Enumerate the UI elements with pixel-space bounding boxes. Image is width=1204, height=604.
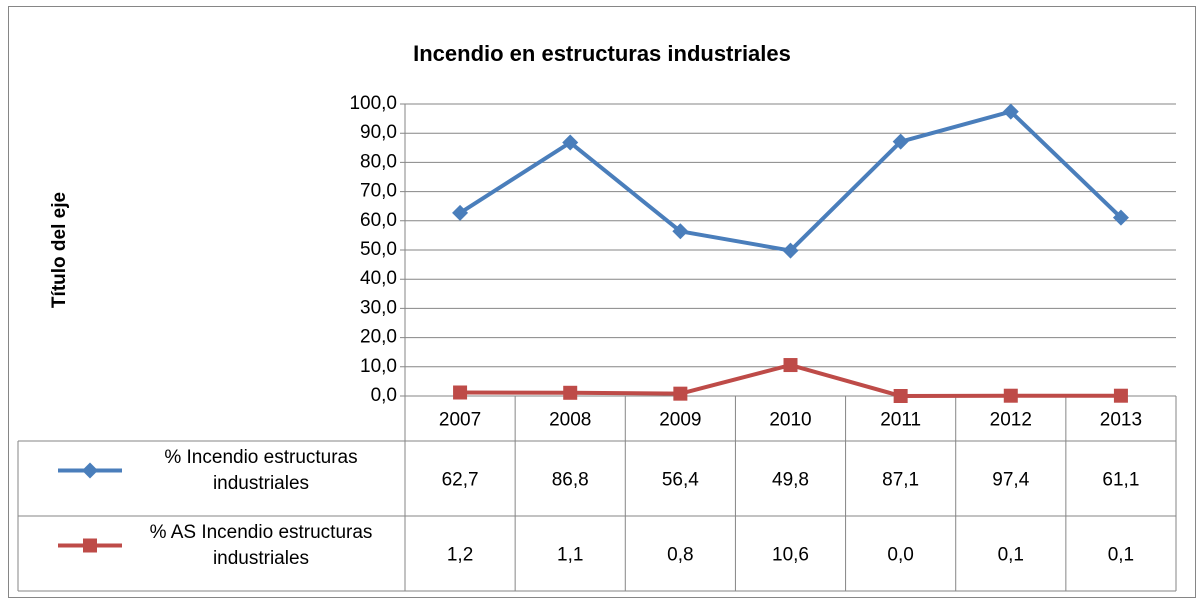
marker [672,223,689,240]
marker [452,204,469,221]
marker [1002,103,1019,120]
legend-label: % Incendio estructuras industriales [164,447,358,494]
marker [562,134,579,151]
chart-title: Incendio en estructuras industriales [413,41,791,66]
data-label: 1,1 [557,545,583,566]
marker [1113,388,1128,403]
x-tick-label: 2009 [659,410,701,431]
data-label: 87,1 [882,470,919,491]
data-label: 97,4 [992,470,1029,491]
marker [453,385,468,400]
data-label: 1,2 [447,545,473,566]
x-tick-label: 2011 [880,410,921,431]
data-label: 56,4 [662,470,699,491]
marker [893,389,908,403]
y-tick-label: 80,0 [360,151,397,172]
data-label: 62,7 [442,470,479,491]
y-tick-label: 0,0 [371,385,397,406]
data-label: 61,1 [1102,470,1139,491]
marker [1112,209,1129,226]
data-label: 0,1 [1108,545,1134,566]
legend-entry: % AS Incendio estructuras industriales [149,522,373,569]
marker [782,242,799,259]
y-axis-title: Título del eje [49,192,70,308]
y-tick-label: 60,0 [360,210,397,231]
marker [83,538,97,553]
y-tick-label: 30,0 [360,297,397,318]
x-tick-label: 2013 [1100,410,1142,431]
x-tick-label: 2012 [990,410,1032,431]
legend-entry: % Incendio estructuras industriales [164,447,358,494]
marker [673,386,688,401]
marker [892,133,909,150]
x-tick-label: 2010 [769,410,811,431]
y-tick-label: 70,0 [360,181,397,202]
marker [82,462,98,479]
legend-label: % AS Incendio estructuras industriales [149,522,373,569]
data-label: 86,8 [552,470,589,491]
y-tick-label: 50,0 [360,239,397,260]
y-tick-label: 20,0 [360,327,397,348]
y-tick-label: 10,0 [360,356,397,377]
x-tick-label: 2008 [549,410,591,431]
data-label: 0,1 [998,545,1024,566]
marker [783,358,798,373]
data-label: 10,6 [772,545,809,566]
data-label: 0,8 [667,545,693,566]
y-tick-label: 40,0 [360,268,397,289]
y-tick-label: 100,0 [349,93,397,114]
data-label: 0,0 [887,545,913,566]
y-tick-label: 90,0 [360,122,397,143]
data-label: 49,8 [772,470,809,491]
chart-border [8,6,1196,598]
marker [1003,388,1018,403]
marker [563,385,578,400]
x-tick-label: 2007 [439,410,481,431]
